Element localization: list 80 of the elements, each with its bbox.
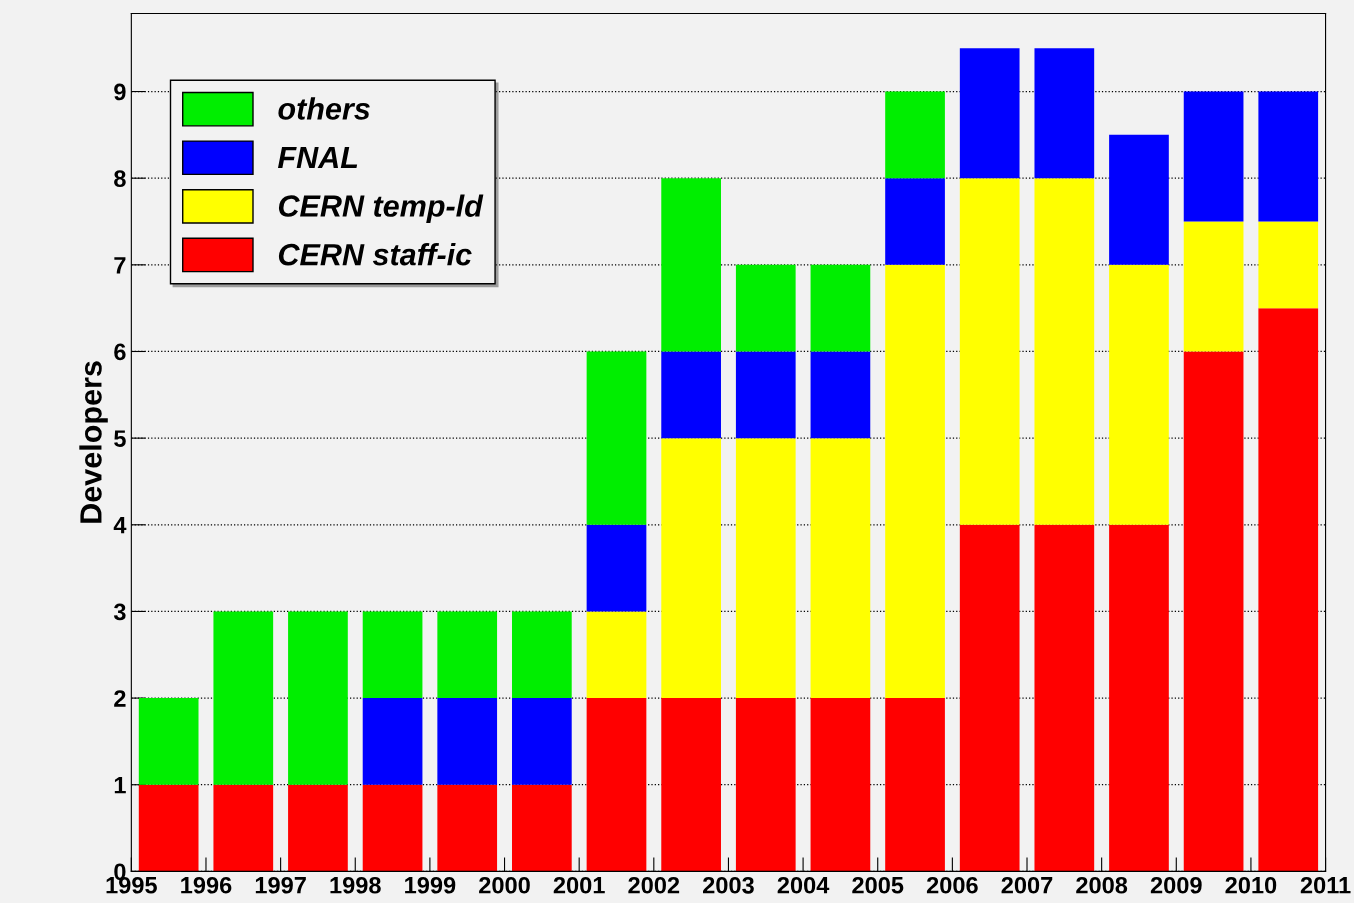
bar: [735, 264, 796, 352]
bar: [512, 698, 572, 785]
bar: [1258, 91, 1319, 222]
bar: [661, 178, 721, 352]
bar: [437, 611, 498, 699]
x-tick-label: 2009: [1150, 876, 1202, 894]
x-tick-label: 2011: [1300, 876, 1351, 894]
y-tick-label: 8: [114, 170, 126, 187]
bar: [959, 178, 1020, 525]
x-tick-label: 1996: [181, 876, 232, 894]
bar: [1109, 524, 1169, 872]
bar: [959, 524, 1020, 872]
bar: [735, 351, 796, 439]
y-tick-label: 6: [114, 343, 126, 361]
x-tick-label: 2006: [926, 876, 978, 894]
bar: [213, 611, 274, 785]
bar: [810, 264, 871, 352]
y-axis-title: Developers: [79, 361, 108, 523]
x-tick-label: 2005: [852, 876, 904, 894]
bar: [512, 784, 572, 872]
bar: [362, 611, 423, 699]
x-tick-label: 1999: [405, 876, 456, 894]
bar: [138, 698, 199, 785]
bar: [1034, 48, 1095, 179]
bar: [437, 698, 498, 785]
legend-label: CERN temp-ld: [278, 194, 484, 223]
bar: [1183, 221, 1244, 352]
x-tick-label: 2002: [628, 876, 680, 894]
bar: [1109, 134, 1169, 265]
bar: [810, 438, 871, 699]
x-tick-label: 2001: [553, 876, 605, 894]
bar: [586, 524, 647, 612]
bar: [661, 438, 721, 699]
bar: [362, 784, 423, 872]
y-tick-label: 7: [114, 257, 126, 274]
bar: [362, 698, 423, 785]
x-tick-label: 2003: [703, 876, 754, 894]
bar: [213, 784, 274, 872]
x-tick-label: 2004: [777, 876, 830, 894]
bar: [735, 438, 796, 699]
bar: [1034, 178, 1095, 525]
legend-label: others: [278, 97, 370, 120]
bar: [288, 611, 348, 785]
bar: [661, 698, 721, 872]
x-tick-label: 2010: [1225, 876, 1277, 894]
bar: [885, 264, 945, 699]
y-tick-label: 5: [114, 430, 126, 447]
bar: [885, 698, 945, 872]
y-tick-label: 3: [113, 603, 126, 621]
bar: [288, 784, 348, 872]
bar: [735, 698, 796, 872]
bar: [586, 351, 647, 525]
x-tick-label: 2000: [479, 876, 530, 894]
bar: [1258, 221, 1319, 309]
bar: [586, 698, 647, 872]
bar: [810, 698, 871, 872]
y-tick-label: 9: [114, 83, 126, 101]
bar: [885, 178, 945, 265]
bar: [1183, 91, 1244, 222]
bar: [1183, 351, 1244, 872]
y-tick-label: 4: [113, 517, 127, 534]
x-tick-label: 1998: [330, 876, 381, 894]
x-tick-label: 1997: [255, 876, 306, 894]
y-tick-label: 1: [114, 777, 126, 794]
legend-label: CERN staff-ic: [278, 243, 472, 266]
bar: [437, 784, 498, 872]
bar: [1258, 308, 1319, 872]
bar: [138, 784, 199, 872]
x-tick-label: 2008: [1076, 876, 1128, 894]
legend-label: FNAL: [277, 146, 358, 168]
y-tick-label: 2: [114, 690, 126, 707]
bar: [885, 91, 945, 179]
bar: [1109, 264, 1169, 525]
x-tick-label: 2007: [1001, 876, 1053, 894]
bar: [1034, 524, 1095, 872]
bar: [586, 611, 647, 699]
bar: [512, 611, 572, 699]
bar: [661, 351, 721, 439]
bar: [959, 48, 1020, 179]
bar: [810, 351, 871, 439]
